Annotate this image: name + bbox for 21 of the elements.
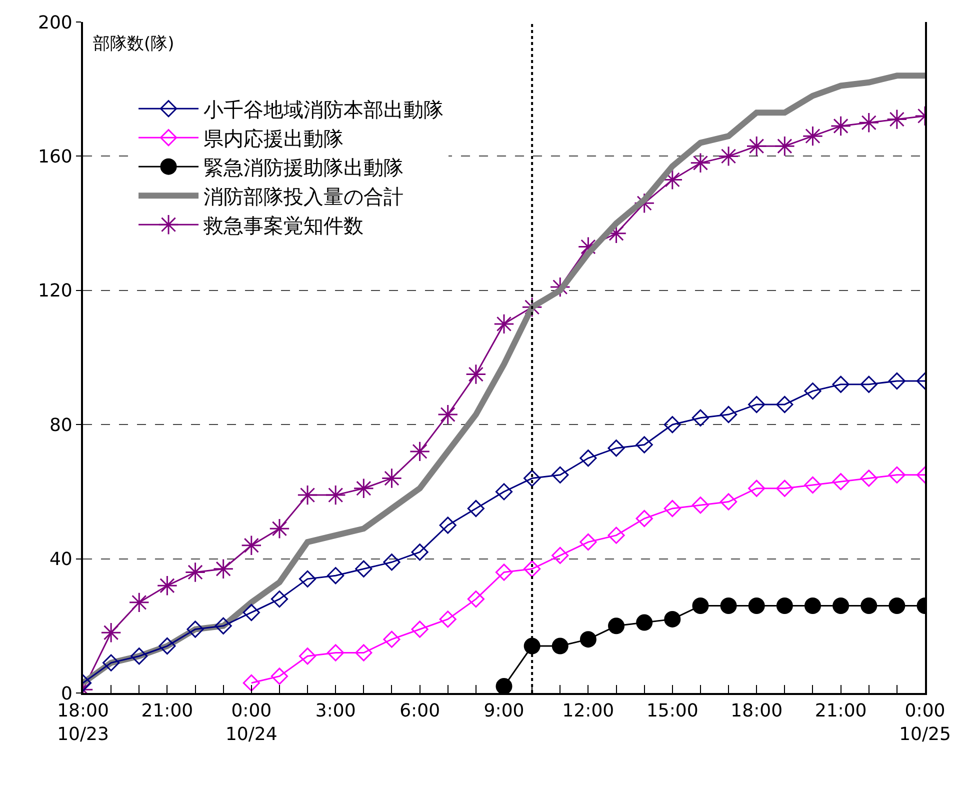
x-tick-label: 0:00 10/25	[899, 700, 951, 745]
x-tick-label: 0:00 10/24	[225, 700, 278, 745]
x-tick-label: 12:00	[562, 700, 614, 722]
x-tick-label: 15:00	[646, 700, 698, 722]
y-tick-label: 80	[49, 414, 72, 436]
x-tick-label: 6:00	[400, 700, 440, 722]
legend-label: 緊急消防援助隊出動隊	[204, 155, 404, 180]
y-tick-label: 40	[49, 549, 72, 570]
legend-label: 救急事案覚知件数	[202, 213, 364, 238]
y-tick-label: 120	[38, 280, 72, 302]
x-tick-label: 3:00	[315, 700, 356, 722]
x-tick-label: 9:00	[484, 700, 524, 722]
x-tick-label: 21:00	[814, 700, 867, 722]
legend-label: 消防部隊投入量の合計	[204, 184, 404, 208]
legend-label: 県内応援出動隊	[204, 126, 344, 150]
x-tick-label: 21:00	[141, 700, 194, 722]
x-tick-label: 18:00	[730, 700, 783, 722]
legend-label: 小千谷地域消防本部出動隊	[204, 97, 444, 122]
y-axis-title: 部隊数(隊)	[93, 34, 174, 54]
y-tick-label: 160	[38, 146, 72, 168]
y-tick-label: 200	[38, 12, 72, 34]
